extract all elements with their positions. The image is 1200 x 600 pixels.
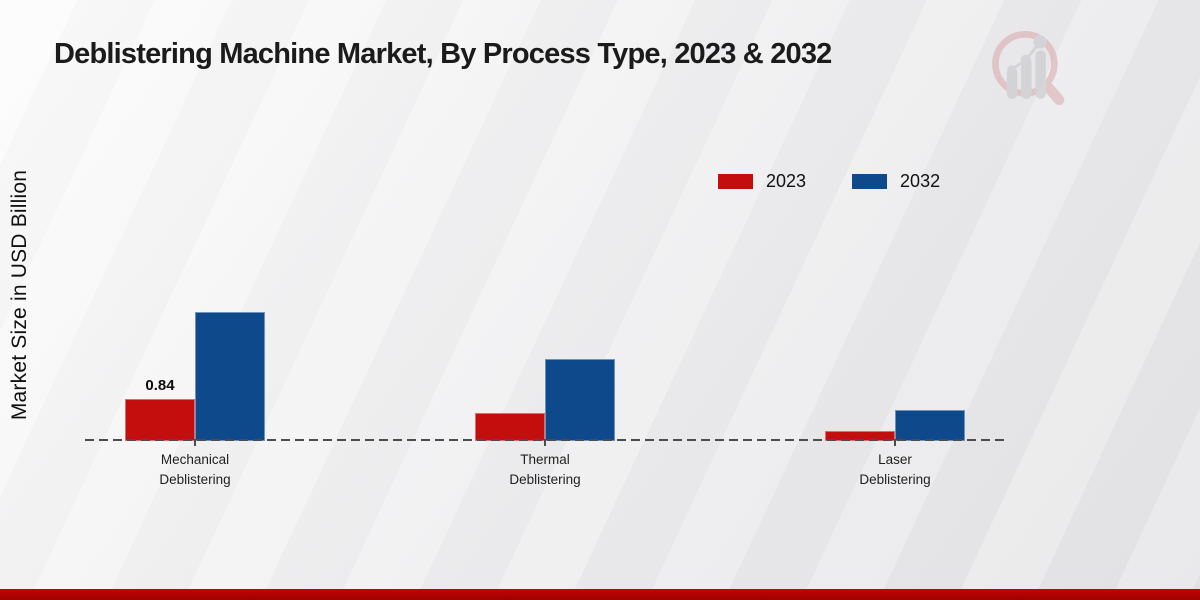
legend-item-2032: 2032: [852, 171, 940, 192]
x-axis-tick: [194, 439, 196, 446]
x-axis-category-label: Mechanical Deblistering: [159, 452, 231, 487]
magnifier-bar-chart-logo-icon: [985, 22, 1080, 117]
x-axis-category-label: Laser Deblistering: [859, 452, 931, 487]
bar-2023-category-1: [475, 413, 545, 441]
legend-label: 2023: [766, 171, 807, 191]
legend-swatch-icon: [852, 174, 888, 189]
legend-label: 2032: [900, 171, 941, 191]
chart-title: Deblistering Machine Market, By Process …: [54, 38, 832, 70]
bar-2023-category-0: [125, 399, 195, 441]
footer-accent-bar: [0, 589, 1200, 600]
legend-item-2023: 2023: [718, 171, 806, 192]
bar-2032-category-1: [545, 359, 615, 441]
x-axis-tick: [894, 439, 896, 446]
x-axis-tick: [544, 439, 546, 446]
x-axis-category-label: Thermal Deblistering: [509, 452, 581, 487]
bar-2032-category-0: [195, 312, 265, 441]
legend-swatch-icon: [718, 174, 753, 189]
legend: 2023 2032: [718, 171, 940, 192]
bar-2032-category-2: [895, 410, 965, 441]
bar-value-label: 0.84: [145, 377, 175, 394]
x-axis-baseline: [85, 439, 1007, 441]
